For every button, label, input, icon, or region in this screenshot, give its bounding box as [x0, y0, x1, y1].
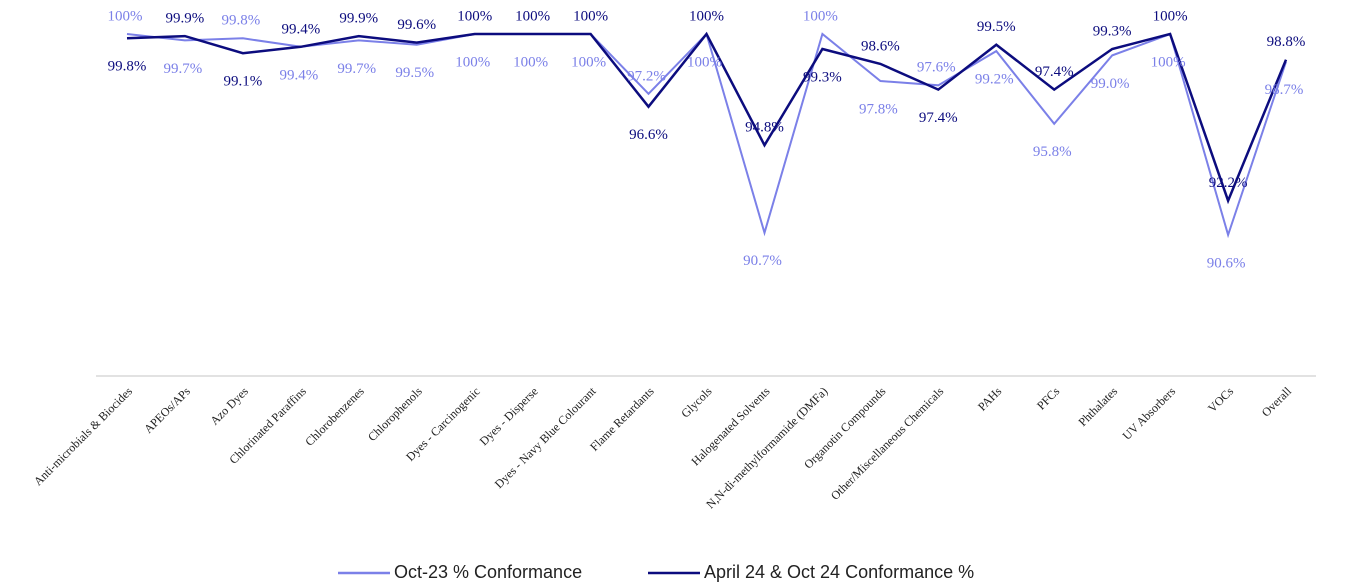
- data-label: 100%: [803, 8, 838, 24]
- x-tick-label: N,N-di-methylformamide (DMFa): [703, 384, 830, 511]
- x-tick-label: PFCs: [1034, 384, 1063, 413]
- data-label: 99.7%: [337, 61, 376, 77]
- data-label: 99.7%: [164, 61, 203, 77]
- data-label: 96.6%: [629, 127, 668, 143]
- data-label: 100%: [1153, 8, 1188, 24]
- data-label: 99.8%: [222, 13, 261, 29]
- x-tick-label: Chlorophenols: [365, 384, 425, 444]
- data-label: 100%: [513, 54, 548, 70]
- data-label: 98.7%: [1265, 82, 1304, 98]
- data-label: 99.6%: [397, 17, 436, 33]
- x-tick-label: Glycols: [678, 384, 715, 421]
- data-label: 99.8%: [108, 59, 147, 75]
- data-label: 100%: [687, 54, 722, 70]
- x-tick-label: VOCs: [1205, 384, 1236, 415]
- data-label: 100%: [515, 8, 550, 24]
- x-tick-label: Azo Dyes: [207, 384, 251, 428]
- legend-label: April 24 & Oct 24 Conformance %: [704, 562, 974, 582]
- data-label: 100%: [455, 54, 490, 70]
- x-tick-label: Chlorobenzenes: [302, 384, 367, 449]
- data-label: 100%: [457, 8, 492, 24]
- x-tick-label: APEOs/APs: [141, 384, 193, 436]
- data-label: 98.6%: [861, 38, 900, 54]
- data-label: 100%: [573, 8, 608, 24]
- data-label: 99.1%: [224, 74, 263, 90]
- x-tick-label: Dyes - Navy Blue Colourant: [492, 384, 599, 491]
- x-tick-label: Dyes - Disperse: [477, 384, 541, 448]
- x-tick-label: PAHs: [975, 384, 1005, 414]
- x-tick-label: Overall: [1259, 384, 1295, 420]
- data-label: 99.2%: [975, 72, 1014, 88]
- data-label: 98.8%: [1267, 34, 1306, 50]
- data-label: 97.2%: [627, 68, 666, 84]
- data-label: 99.0%: [1091, 76, 1130, 92]
- data-label: 99.4%: [279, 67, 318, 83]
- data-label: 99.5%: [977, 19, 1016, 35]
- data-label: 99.3%: [1093, 23, 1132, 39]
- data-label: 100%: [571, 54, 606, 70]
- data-label: 94.8%: [745, 120, 784, 136]
- data-label: 97.8%: [859, 101, 898, 117]
- x-tick-label: UV Absorbers: [1120, 384, 1179, 443]
- data-label: 100%: [689, 8, 724, 24]
- data-label: 90.7%: [743, 253, 782, 269]
- data-label: 90.6%: [1207, 255, 1246, 271]
- data-label: 99.9%: [339, 11, 378, 27]
- x-tick-label: Anti-microbials & Biocides: [31, 384, 135, 488]
- data-label: 99.9%: [166, 11, 205, 27]
- x-tick-label: Other/Miscellaneous Chemicals: [828, 384, 947, 503]
- legend-label: Oct-23 % Conformance: [394, 562, 582, 582]
- data-label: 100%: [1151, 54, 1186, 70]
- data-label: 97.4%: [919, 110, 958, 126]
- data-label: 95.8%: [1033, 144, 1072, 160]
- series-line: [126, 31, 1288, 205]
- data-label: 100%: [107, 8, 142, 24]
- data-label: 99.4%: [281, 21, 320, 37]
- data-label: 97.6%: [917, 60, 956, 76]
- data-label: 92.2%: [1209, 175, 1248, 191]
- data-label: 99.5%: [395, 65, 434, 81]
- data-label: 97.4%: [1035, 64, 1074, 80]
- data-label: 99.3%: [803, 69, 842, 85]
- x-tick-label: Phthalates: [1075, 384, 1120, 429]
